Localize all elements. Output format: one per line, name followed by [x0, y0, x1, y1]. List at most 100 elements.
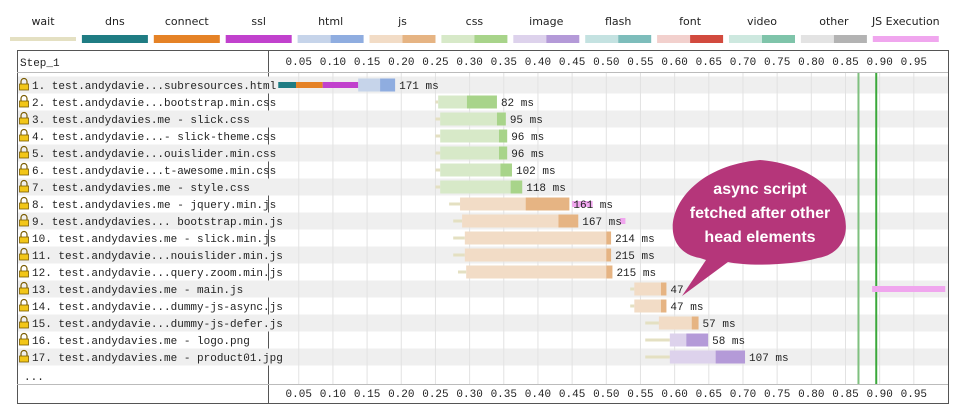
lock-icon: [19, 151, 29, 159]
legend-swatch: [297, 35, 331, 43]
lock-icon: [20, 315, 28, 322]
lock-icon: [19, 270, 29, 278]
request-bar: [669, 333, 687, 347]
duration-label: 215 ms: [616, 268, 656, 280]
legend-swatch: [225, 35, 292, 43]
request-label: 4. test.andydavie...- slick-theme.css: [32, 132, 276, 144]
x-tick-label: 0.55: [627, 57, 653, 69]
x-tick-label: 0.95: [901, 57, 927, 69]
download-bar: [660, 282, 667, 296]
lock-icon: [19, 355, 29, 363]
download-bar: [466, 95, 497, 109]
lock-icon: [20, 213, 28, 220]
x-tick-label: 0.05: [286, 389, 312, 401]
download-bar: [715, 350, 746, 364]
legend-label: dns: [105, 15, 125, 28]
wait-bar: [645, 355, 670, 359]
js-execution: [619, 218, 626, 224]
x-tick-label: 0.95: [901, 389, 927, 401]
x-tick-label: 0.40: [525, 389, 551, 401]
duration-label: 47: [670, 285, 683, 297]
lock-icon: [20, 162, 28, 169]
wait-bar: [453, 253, 465, 257]
duration-label: 95 ms: [510, 115, 543, 127]
x-tick-label: 0.40: [525, 57, 551, 69]
download-bar: [606, 231, 612, 245]
x-tick-label: 0.30: [456, 389, 482, 401]
download-bar: [691, 316, 699, 330]
wait-bar: [435, 100, 439, 104]
lock-icon: [20, 111, 28, 118]
lock-icon: [20, 349, 28, 356]
request-bar: [440, 163, 501, 177]
wait-bar: [630, 304, 635, 308]
request-bar: [460, 197, 526, 211]
x-tick-label: 0.80: [798, 389, 824, 401]
legend-swatch: [441, 35, 475, 43]
download-bar: [498, 129, 508, 143]
legend-label: html: [318, 15, 343, 28]
download-bar: [606, 248, 612, 262]
lock-icon: [19, 168, 29, 176]
legend-swatch: [10, 37, 76, 41]
download-bar: [686, 333, 709, 347]
legend-swatch: [618, 35, 652, 43]
legend-swatch: [153, 35, 220, 43]
dns-bar: [278, 82, 297, 88]
request-bar: [358, 78, 381, 92]
callout-text: async script: [713, 181, 807, 198]
callout: async script fetched after other head elem…: [672, 160, 846, 296]
legend-label: other: [819, 15, 849, 28]
legend-swatch: [585, 35, 619, 43]
request-bar: [669, 350, 716, 364]
request-label: 12. test.andydavie...query.zoom.min.js: [32, 268, 283, 280]
callout-bubble: [672, 160, 846, 296]
lock-icon: [19, 202, 29, 210]
lock-icon: [20, 196, 28, 203]
duration-label: 57 ms: [703, 319, 736, 331]
legend-swatch: [872, 36, 939, 42]
legend-label: flash: [605, 15, 631, 28]
x-tick-label: 0.15: [354, 389, 380, 401]
lock-icon: [20, 230, 28, 237]
js-execution: [572, 201, 593, 207]
legend-label: video: [747, 15, 777, 28]
duration-label: 167 ms: [582, 217, 622, 229]
request-label: 15. test.andydavie...dummy-js-defer.js: [32, 319, 283, 331]
lock-icon: [20, 128, 28, 135]
request-bar: [634, 299, 661, 313]
request-label: 8. test.andydavies.me - jquery.min.js: [32, 200, 276, 212]
request-bar: [634, 282, 661, 296]
x-tick-label: 0.60: [661, 57, 687, 69]
x-tick-label: 0.70: [730, 389, 756, 401]
legend-swatch: [833, 35, 867, 43]
marks: [278, 78, 946, 364]
wait-bar: [457, 270, 467, 274]
x-tick-label: 0.70: [730, 57, 756, 69]
duration-label: 214 ms: [615, 234, 655, 246]
lock-icon: [19, 134, 29, 142]
x-tick-label: 0.30: [456, 57, 482, 69]
wait-bar: [453, 236, 465, 240]
request-bar: [440, 146, 499, 160]
legend-swatch: [369, 35, 403, 43]
x-tick-label: 0.65: [696, 57, 722, 69]
legend-label: connect: [165, 15, 210, 28]
legend-label: js: [397, 15, 407, 28]
x-tick-label: 0.10: [320, 57, 346, 69]
lock-icon: [20, 179, 28, 186]
legend-label: wait: [31, 15, 55, 28]
wait-bar: [449, 202, 461, 206]
row-stripe: [18, 76, 948, 94]
request-bar: [440, 112, 497, 126]
request-bar: [464, 248, 607, 262]
lock-icon: [19, 83, 29, 91]
lock-icon: [19, 185, 29, 193]
legend-label: ssl: [251, 15, 266, 28]
x-tick-label: 0.85: [832, 57, 858, 69]
request-label: 9. test.andydavies... bootstrap.min.js: [32, 217, 283, 229]
download-bar: [510, 180, 523, 194]
lock-icon: [19, 321, 29, 329]
connect-bar: [296, 82, 323, 88]
